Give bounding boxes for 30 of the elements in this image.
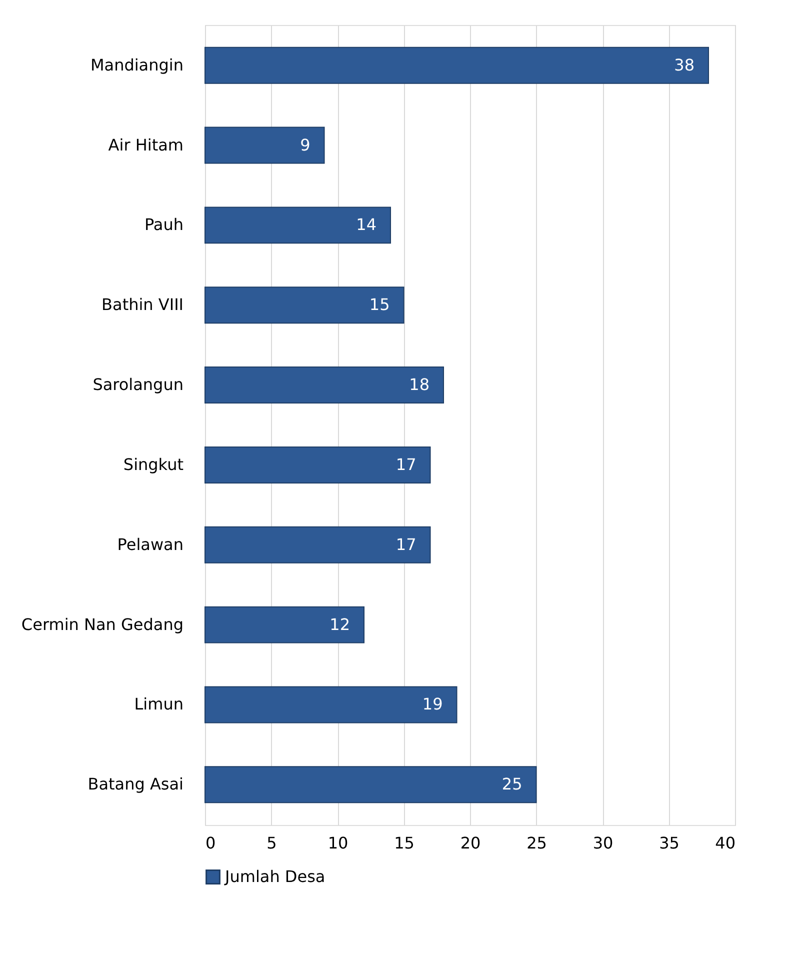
x-tick-label: 40 (715, 834, 736, 852)
data-label: 18 (409, 375, 430, 394)
x-tick-label: 35 (659, 834, 680, 852)
y-tick-label: Batang Asai (88, 774, 184, 794)
data-label: 25 (502, 774, 522, 794)
data-label: 9 (300, 135, 310, 154)
data-label: 38 (674, 55, 694, 74)
x-tick-label: 30 (592, 834, 614, 852)
y-tick-label: Cermin Nan Gedang (21, 614, 184, 634)
y-tick-label: Pelawan (117, 534, 184, 554)
x-tick-label: 20 (460, 834, 481, 852)
y-tick-label: Singkut (123, 454, 184, 474)
y-tick-label: Pauh (144, 215, 184, 234)
y-tick-label: Air Hitam (108, 135, 184, 154)
x-tick-label: 15 (394, 834, 414, 852)
x-tick-label: 5 (266, 834, 277, 852)
data-label: 14 (356, 215, 376, 234)
x-tick-label: 10 (328, 834, 348, 852)
x-tick-label: 0 (206, 834, 216, 852)
data-label: 19 (422, 694, 443, 714)
data-label: 12 (330, 614, 350, 634)
y-tick-label: Mandiangin (90, 55, 184, 74)
data-label: 17 (396, 454, 416, 474)
y-tick-label: Bathin VIII (102, 295, 184, 314)
y-tick-label: Sarolangun (92, 375, 184, 394)
x-tick-label: 25 (526, 834, 547, 852)
data-label: 15 (369, 295, 390, 314)
legend-label: Jumlah Desa (224, 867, 326, 886)
y-tick-label: Limun (134, 694, 184, 714)
data-label: 17 (396, 534, 416, 554)
